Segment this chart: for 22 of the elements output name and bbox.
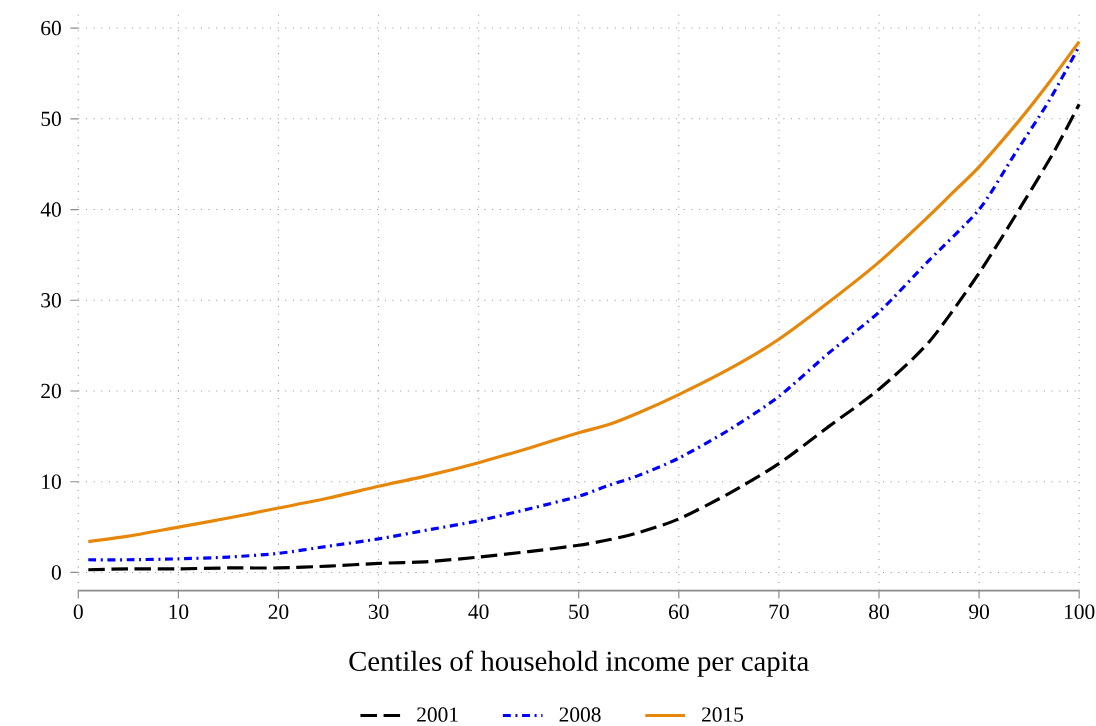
x-axis-title: Centiles of household income per capita <box>349 650 809 677</box>
legend-label: 2015 <box>702 707 744 722</box>
y-tick-label: 30 <box>41 292 61 308</box>
y-tick-label: 10 <box>42 474 61 489</box>
x-tick-label: 10 <box>169 604 189 619</box>
y-tick-label: 40 <box>40 202 61 217</box>
x-tick-label: 0 <box>73 604 83 619</box>
x-tick-label: 80 <box>869 604 889 619</box>
legend-label: 2008 <box>559 707 601 722</box>
y-tick-label: 20 <box>41 383 61 399</box>
y-tick-label: 50 <box>41 111 61 126</box>
x-tick-label: 90 <box>969 604 989 619</box>
y-tick-label: 60 <box>41 20 61 36</box>
x-tick-label: 50 <box>569 604 589 619</box>
x-tick-label: 100 <box>1065 604 1095 619</box>
x-tick-label: 40 <box>468 604 489 619</box>
legend-label: 2001 <box>417 707 458 722</box>
y-tick-label: 0 <box>51 565 61 580</box>
x-tick-label: 20 <box>268 604 289 619</box>
x-tick-label: 70 <box>769 604 789 619</box>
x-tick-label: 60 <box>669 604 689 619</box>
x-tick-label: 30 <box>368 604 389 619</box>
